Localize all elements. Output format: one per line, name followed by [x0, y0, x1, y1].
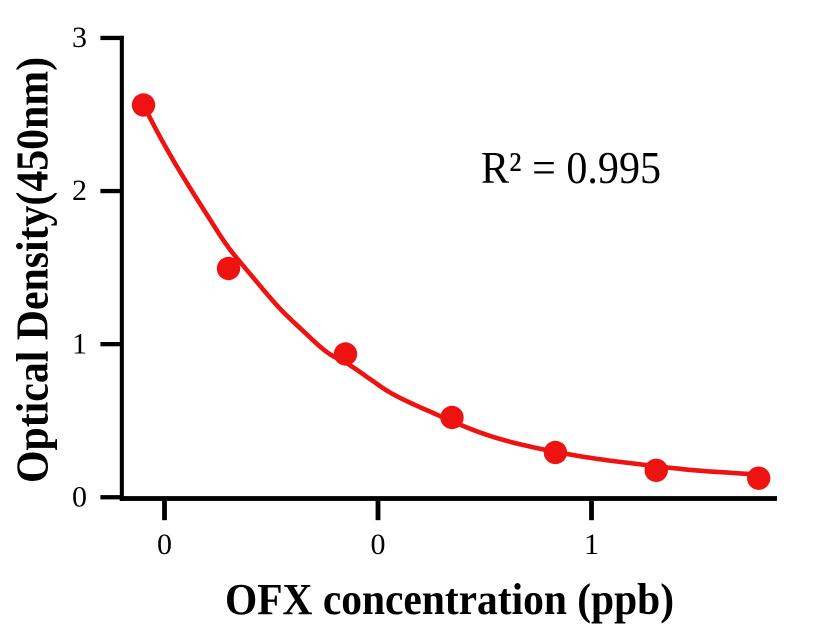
svg-text:0: 0 [371, 528, 386, 561]
svg-text:1: 1 [72, 328, 87, 361]
svg-text:1: 1 [584, 528, 599, 561]
svg-text:Optical Density(450nm): Optical Density(450nm) [7, 57, 58, 483]
svg-text:0: 0 [157, 528, 172, 561]
svg-text:R² = 0.995: R² = 0.995 [481, 142, 661, 193]
svg-text:3: 3 [72, 21, 87, 54]
svg-text:2: 2 [72, 174, 87, 207]
svg-text:OFX concentration (ppb): OFX concentration (ppb) [225, 575, 674, 624]
svg-text:0: 0 [72, 480, 87, 513]
